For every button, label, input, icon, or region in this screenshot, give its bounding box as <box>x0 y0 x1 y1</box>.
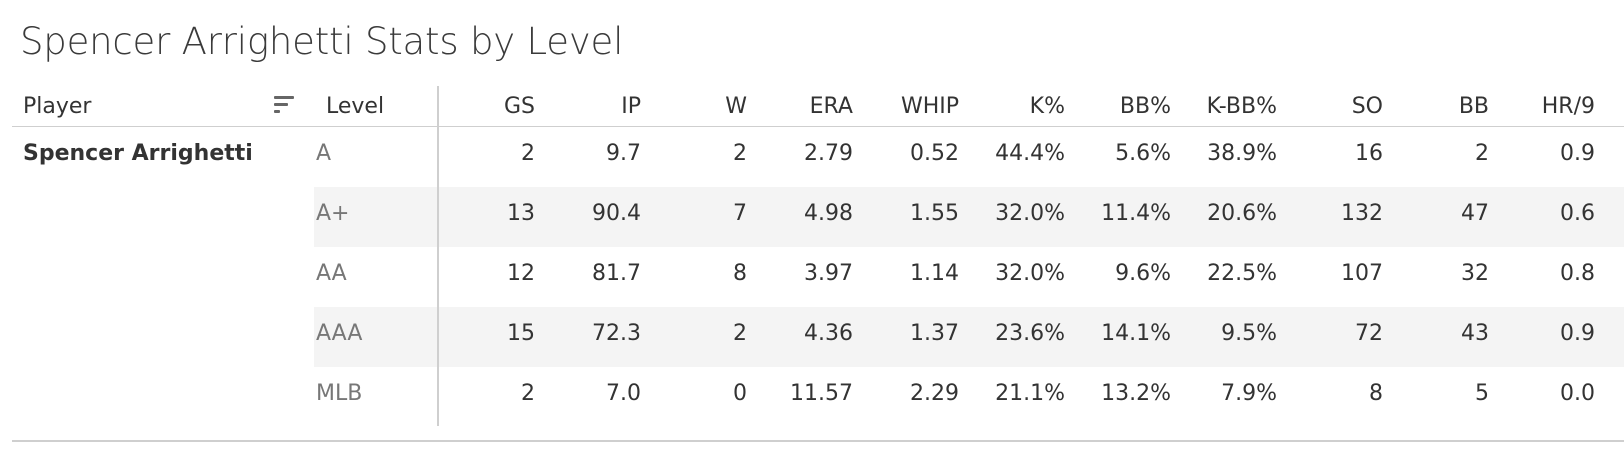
cell-level: A+ <box>316 201 350 226</box>
cell-k-bb-pct: 9.5% <box>1221 321 1277 346</box>
cell-bb-pct: 13.2% <box>1101 381 1171 406</box>
cell-so: 72 <box>1355 321 1383 346</box>
header-w[interactable]: W <box>725 94 747 119</box>
cell-hr9: 0.6 <box>1560 201 1595 226</box>
header-level[interactable]: Level <box>326 94 385 119</box>
column-divider <box>437 86 439 426</box>
cell-hr9: 0.8 <box>1560 261 1595 286</box>
cell-whip: 0.52 <box>910 141 959 166</box>
table-row: A+ 13 90.4 7 4.98 1.55 32.0% 11.4% 20.6% 132 47 0.6 <box>314 187 1624 247</box>
cell-bb: 47 <box>1461 201 1489 226</box>
cell-k-pct: 32.0% <box>995 201 1065 226</box>
cell-ip: 7.0 <box>606 381 641 406</box>
header-ip[interactable]: IP <box>621 94 641 119</box>
table-row: AA 12 81.7 8 3.97 1.14 32.0% 9.6% 22.5% 107 32 0.8 <box>314 247 1624 307</box>
cell-w: 7 <box>733 201 747 226</box>
cell-gs: 2 <box>521 381 535 406</box>
table-header: Player Level GS IP W ERA WHIP K% BB% K-B… <box>12 86 1624 127</box>
page-title: Spencer Arrighetti Stats by Level <box>20 20 624 63</box>
cell-k-bb-pct: 7.9% <box>1221 381 1277 406</box>
cell-so: 132 <box>1341 201 1383 226</box>
cell-k-pct: 21.1% <box>995 381 1065 406</box>
cell-k-bb-pct: 38.9% <box>1207 141 1277 166</box>
cell-so: 107 <box>1341 261 1383 286</box>
cell-gs: 13 <box>507 201 535 226</box>
cell-whip: 1.55 <box>910 201 959 226</box>
cell-w: 8 <box>733 261 747 286</box>
cell-bb: 32 <box>1461 261 1489 286</box>
cell-era: 3.97 <box>804 261 853 286</box>
cell-era: 2.79 <box>804 141 853 166</box>
cell-w: 0 <box>733 381 747 406</box>
cell-era: 11.57 <box>790 381 853 406</box>
table-bottom-border <box>12 440 1624 442</box>
cell-w: 2 <box>733 321 747 346</box>
cell-w: 2 <box>733 141 747 166</box>
cell-whip: 1.37 <box>910 321 959 346</box>
sort-descending-icon[interactable] <box>274 96 296 116</box>
cell-level: AAA <box>316 321 363 346</box>
cell-whip: 2.29 <box>910 381 959 406</box>
header-era[interactable]: ERA <box>809 94 853 119</box>
cell-bb: 43 <box>1461 321 1489 346</box>
player-name: Spencer Arrighetti <box>23 141 253 166</box>
cell-era: 4.98 <box>804 201 853 226</box>
cell-gs: 12 <box>507 261 535 286</box>
cell-so: 16 <box>1355 141 1383 166</box>
table-row: AAA 15 72.3 2 4.36 1.37 23.6% 14.1% 9.5% 72 43 0.9 <box>314 307 1624 367</box>
stats-table: Player Level GS IP W ERA WHIP K% BB% K-B… <box>0 86 1624 446</box>
cell-bb-pct: 9.6% <box>1115 261 1171 286</box>
cell-whip: 1.14 <box>910 261 959 286</box>
cell-k-pct: 32.0% <box>995 261 1065 286</box>
header-gs[interactable]: GS <box>503 94 535 119</box>
cell-level: A <box>316 141 332 166</box>
cell-bb-pct: 5.6% <box>1115 141 1171 166</box>
cell-level: AA <box>316 261 347 286</box>
cell-hr9: 0.9 <box>1560 141 1595 166</box>
cell-era: 4.36 <box>804 321 853 346</box>
cell-so: 8 <box>1369 381 1383 406</box>
cell-bb: 2 <box>1475 141 1489 166</box>
header-player[interactable]: Player <box>23 94 92 119</box>
cell-k-pct: 44.4% <box>995 141 1065 166</box>
cell-ip: 9.7 <box>606 141 641 166</box>
table-row: A 2 9.7 2 2.79 0.52 44.4% 5.6% 38.9% 16 2 0.9 <box>314 127 1624 187</box>
cell-gs: 2 <box>521 141 535 166</box>
cell-bb-pct: 11.4% <box>1101 201 1171 226</box>
cell-hr9: 0.9 <box>1560 321 1595 346</box>
header-bb[interactable]: BB <box>1458 94 1489 119</box>
header-whip[interactable]: WHIP <box>900 94 959 119</box>
cell-hr9: 0.0 <box>1560 381 1595 406</box>
cell-k-bb-pct: 22.5% <box>1207 261 1277 286</box>
cell-k-pct: 23.6% <box>995 321 1065 346</box>
cell-ip: 72.3 <box>592 321 641 346</box>
cell-level: MLB <box>316 381 363 406</box>
cell-bb: 5 <box>1475 381 1489 406</box>
table-row: MLB 2 7.0 0 11.57 2.29 21.1% 13.2% 7.9% 8 5 0.0 <box>314 367 1624 427</box>
header-k-pct[interactable]: K% <box>1029 94 1065 119</box>
header-hr9[interactable]: HR/9 <box>1541 94 1595 119</box>
cell-k-bb-pct: 20.6% <box>1207 201 1277 226</box>
header-k-bb-pct[interactable]: K-BB% <box>1206 94 1277 119</box>
cell-gs: 15 <box>507 321 535 346</box>
cell-bb-pct: 14.1% <box>1101 321 1171 346</box>
cell-ip: 90.4 <box>592 201 641 226</box>
cell-ip: 81.7 <box>592 261 641 286</box>
header-bb-pct[interactable]: BB% <box>1119 94 1171 119</box>
header-so[interactable]: SO <box>1351 94 1383 119</box>
